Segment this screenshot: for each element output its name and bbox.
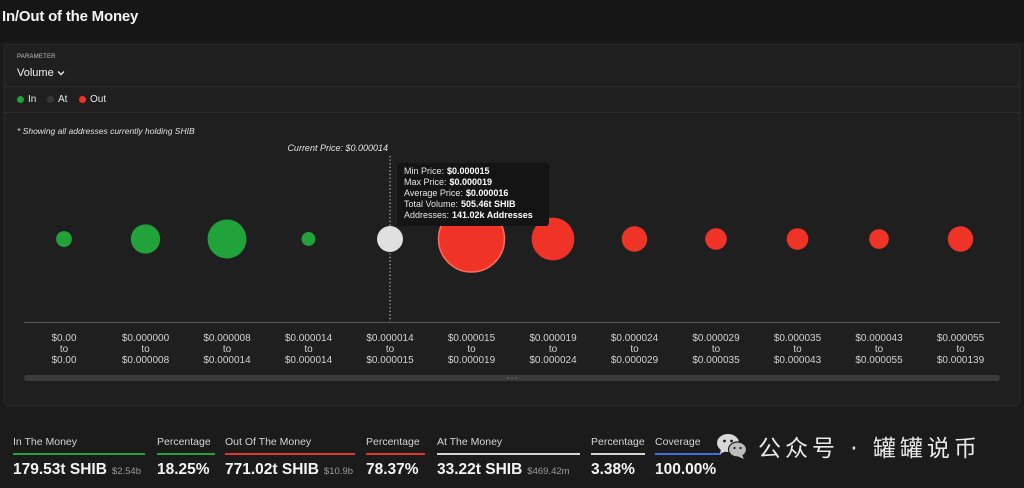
parameter-dropdown[interactable]: Volume [17,66,65,79]
stat-underline [225,453,355,455]
stat-label: Percentage [157,436,211,448]
stat-label: At The Money [437,436,503,448]
stat-out-of-the-money: Out Of The Money 771.02t SHIB $10.9b [225,434,355,484]
stat-value: 78.37% [366,460,419,478]
stat-at-the-money: At The Money 33.22t SHIB $469.42m [437,434,580,484]
tooltip-row-total-volume: Total Volume: 505.46t SHIB [404,199,542,210]
stat-at-percentage: Percentage 3.38% [591,434,645,484]
stat-usd-value: $2.54b [111,465,141,477]
bubble-10[interactable] [786,228,809,250]
bubble-2[interactable] [130,224,161,254]
legend-item-at[interactable]: At [47,93,67,105]
tooltip-row-addresses: Addresses: 141.02k Addresses [404,210,542,221]
stat-label: Percentage [366,436,420,448]
tooltip-row-max-price: Max Price: $0.000019 [404,177,542,188]
stat-underline [437,453,580,455]
stat-value: 18.25% [157,460,210,478]
tooltip-value: $0.000016 [465,188,509,198]
stat-underline [655,453,721,455]
stat-out-percentage: Percentage 78.37% [366,434,425,484]
stat-value: 3.38% [591,460,635,478]
tooltip-label: Addresses: [404,210,450,220]
holdings-note: * Showing all addresses currently holdin… [17,126,195,136]
bubble-7[interactable] [531,217,575,261]
tooltip-value: $0.000019 [449,177,493,187]
bubble-11[interactable] [869,229,889,249]
legend-label-at: At [58,93,68,105]
bubble-9[interactable] [705,228,727,250]
stat-underline [366,453,425,455]
legend-label-in: In [28,93,37,105]
stat-label: In The Money [13,436,78,448]
stat-usd-value: $469.42m [527,465,570,477]
bubble-1[interactable] [56,231,72,247]
legend-dot-in [17,95,24,103]
parameter-value: Volume [17,66,54,79]
chevron-down-icon [57,70,65,75]
stat-usd-value: $10.9b [323,465,353,477]
bubble-12[interactable] [947,226,974,252]
wechat-icon [717,434,748,459]
tooltip-row-min-price: Min Price: $0.000015 [404,166,542,177]
tooltip-label: Min Price: [404,166,445,176]
legend-dot-at [47,95,54,103]
tooltip-value: $0.000015 [447,166,490,176]
legend-item-out[interactable]: Out [79,93,106,105]
bubble-tooltip: Min Price: $0.000015 Max Price: $0.000019 … [397,163,549,226]
tooltip-label: Average Price: [404,188,463,198]
divider [5,86,1019,87]
tooltip-value: 141.02k Addresses [452,210,533,220]
stat-in-the-money: In The Money 179.53t SHIB $2.54b [13,434,145,484]
stat-value: 33.22t SHIB [437,460,523,478]
page-title: In/Out of the Money [2,8,139,25]
page-header [0,0,1024,42]
stat-label: Out Of The Money [225,436,312,448]
legend-dot-out [79,95,86,103]
stat-label: Percentage [591,436,645,448]
bubble-5[interactable] [377,226,403,252]
divider [5,112,1019,113]
legend-item-in[interactable]: In [17,93,36,105]
stat-underline [157,453,215,455]
tooltip-value: 505.46t SHIB [461,199,516,209]
tooltip-row-average-price: Average Price: $0.000016 [404,188,542,199]
bubble-4[interactable] [301,232,316,246]
stat-in-percentage: Percentage 18.25% [157,434,215,484]
scrollbar-grip[interactable] [507,377,517,379]
parameter-label: PARAMETER [17,54,56,60]
stat-value: 100.00% [655,460,717,478]
bubble-3[interactable] [207,219,247,259]
tooltip-label: Total Volume: [404,199,459,209]
tooltip-label: Max Price: [404,177,447,187]
stat-value: 179.53t SHIB [13,460,107,478]
stat-value: 771.02t SHIB [225,460,319,478]
watermark: 公众号 · 罐罐说币 [716,430,981,462]
stat-coverage: Coverage 100.00% [655,434,721,484]
bubble-8[interactable] [621,226,648,252]
stat-underline [13,453,145,455]
legend-label-out: Out [90,93,107,105]
watermark-text: 公众号 · 罐罐说币 [758,436,981,462]
stat-label: Coverage [655,436,701,448]
stat-underline [591,453,645,455]
